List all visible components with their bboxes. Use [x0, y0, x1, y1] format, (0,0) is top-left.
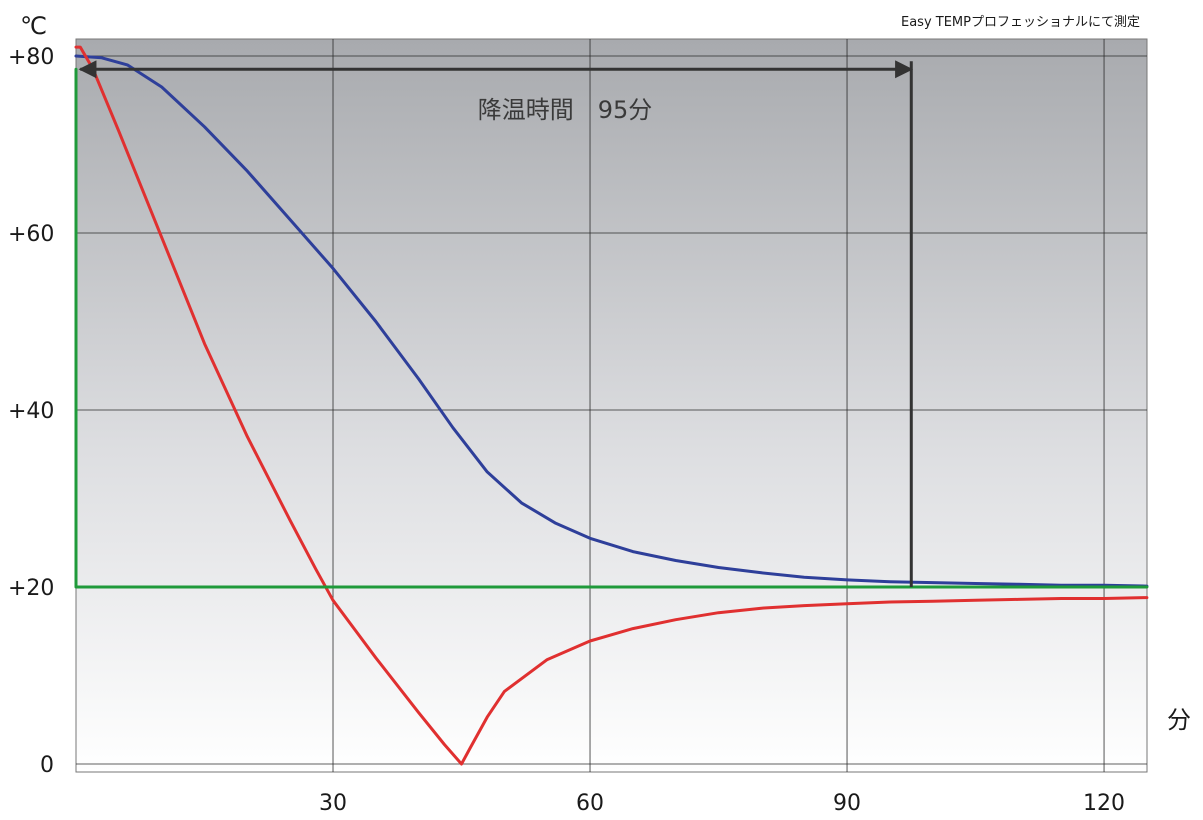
x-tick-label: 120	[1083, 791, 1125, 816]
y-tick-label: +80	[8, 45, 54, 70]
y-tick-label: +60	[8, 222, 54, 247]
duration-label: 降温時間 95分	[478, 96, 653, 124]
measurement-note: Easy TEMPプロフェッショナルにて測定	[901, 15, 1140, 30]
tick-labels: 30 60 90 120 0 +20 +40 +60 +80	[8, 45, 1125, 816]
plot-area	[75, 38, 1148, 773]
y-axis-unit: ℃	[20, 12, 47, 40]
y-tick-label: +40	[8, 399, 54, 424]
y-tick-label: +20	[8, 576, 54, 601]
x-axis-unit: 分	[1167, 706, 1191, 734]
x-tick-label: 90	[833, 791, 861, 816]
y-tick-label: 0	[40, 753, 54, 778]
green-curve	[74, 67, 1149, 589]
red-curve	[74, 45, 1149, 766]
x-tick-label: 30	[319, 791, 347, 816]
x-tick-label: 60	[576, 791, 604, 816]
series-layer	[74, 45, 1149, 766]
blue-curve	[74, 54, 1149, 588]
annotation-layer: 降温時間 95分	[78, 60, 914, 587]
